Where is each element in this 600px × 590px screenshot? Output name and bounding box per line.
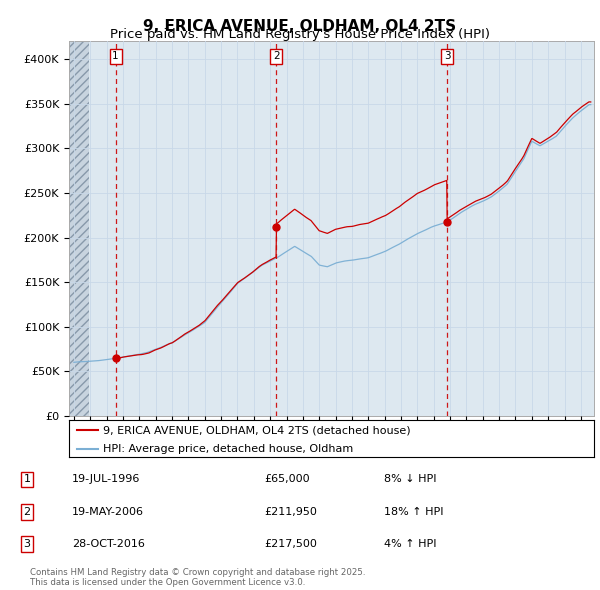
Text: 1: 1 xyxy=(23,474,31,484)
Text: 3: 3 xyxy=(444,51,451,61)
Text: Contains HM Land Registry data © Crown copyright and database right 2025.
This d: Contains HM Land Registry data © Crown c… xyxy=(30,568,365,587)
Text: 9, ERICA AVENUE, OLDHAM, OL4 2TS: 9, ERICA AVENUE, OLDHAM, OL4 2TS xyxy=(143,19,457,34)
Bar xyxy=(69,41,89,416)
Text: 18% ↑ HPI: 18% ↑ HPI xyxy=(384,507,443,517)
Text: 28-OCT-2016: 28-OCT-2016 xyxy=(72,539,145,549)
Text: 3: 3 xyxy=(23,539,31,549)
Text: 2: 2 xyxy=(273,51,280,61)
Text: 2: 2 xyxy=(23,507,31,517)
Text: £65,000: £65,000 xyxy=(264,474,310,484)
Text: 9, ERICA AVENUE, OLDHAM, OL4 2TS (detached house): 9, ERICA AVENUE, OLDHAM, OL4 2TS (detach… xyxy=(103,425,411,435)
Text: 1: 1 xyxy=(112,51,119,61)
Text: 19-JUL-1996: 19-JUL-1996 xyxy=(72,474,140,484)
Text: Price paid vs. HM Land Registry's House Price Index (HPI): Price paid vs. HM Land Registry's House … xyxy=(110,28,490,41)
Text: £211,950: £211,950 xyxy=(264,507,317,517)
Text: 19-MAY-2006: 19-MAY-2006 xyxy=(72,507,144,517)
Text: 8% ↓ HPI: 8% ↓ HPI xyxy=(384,474,437,484)
Text: £217,500: £217,500 xyxy=(264,539,317,549)
Text: 4% ↑ HPI: 4% ↑ HPI xyxy=(384,539,437,549)
Text: HPI: Average price, detached house, Oldham: HPI: Average price, detached house, Oldh… xyxy=(103,444,353,454)
